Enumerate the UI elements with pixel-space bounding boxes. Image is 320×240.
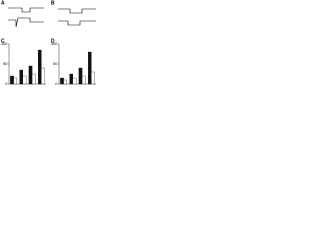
trace — [8, 7, 44, 13]
trace — [58, 8, 96, 14]
bar — [69, 73, 74, 85]
y-tick-label: 50 — [3, 61, 8, 66]
y-tick-label: 100 — [1, 41, 8, 46]
bar — [60, 77, 64, 85]
bar — [22, 75, 27, 85]
y-tick-label: 0 — [5, 81, 8, 86]
bar — [41, 67, 45, 85]
bar — [81, 75, 86, 85]
trace — [58, 20, 96, 26]
bar — [19, 69, 24, 85]
bar — [13, 77, 18, 85]
panel-label: C — [1, 38, 5, 44]
y-tick-label: 0 — [55, 81, 58, 86]
bar — [78, 67, 83, 85]
bar — [91, 71, 95, 85]
bar — [87, 51, 92, 85]
trace — [8, 17, 44, 28]
bar — [37, 49, 42, 85]
panel-label: B — [51, 0, 55, 6]
bar — [72, 77, 77, 85]
panel-label: D — [51, 38, 55, 44]
y-tick-label: 50 — [53, 61, 58, 66]
bar — [10, 75, 14, 85]
bar — [63, 79, 68, 85]
bar — [28, 65, 33, 85]
y-tick-label: 100 — [51, 41, 58, 46]
bar — [31, 73, 36, 85]
panel-label: A — [1, 0, 5, 6]
